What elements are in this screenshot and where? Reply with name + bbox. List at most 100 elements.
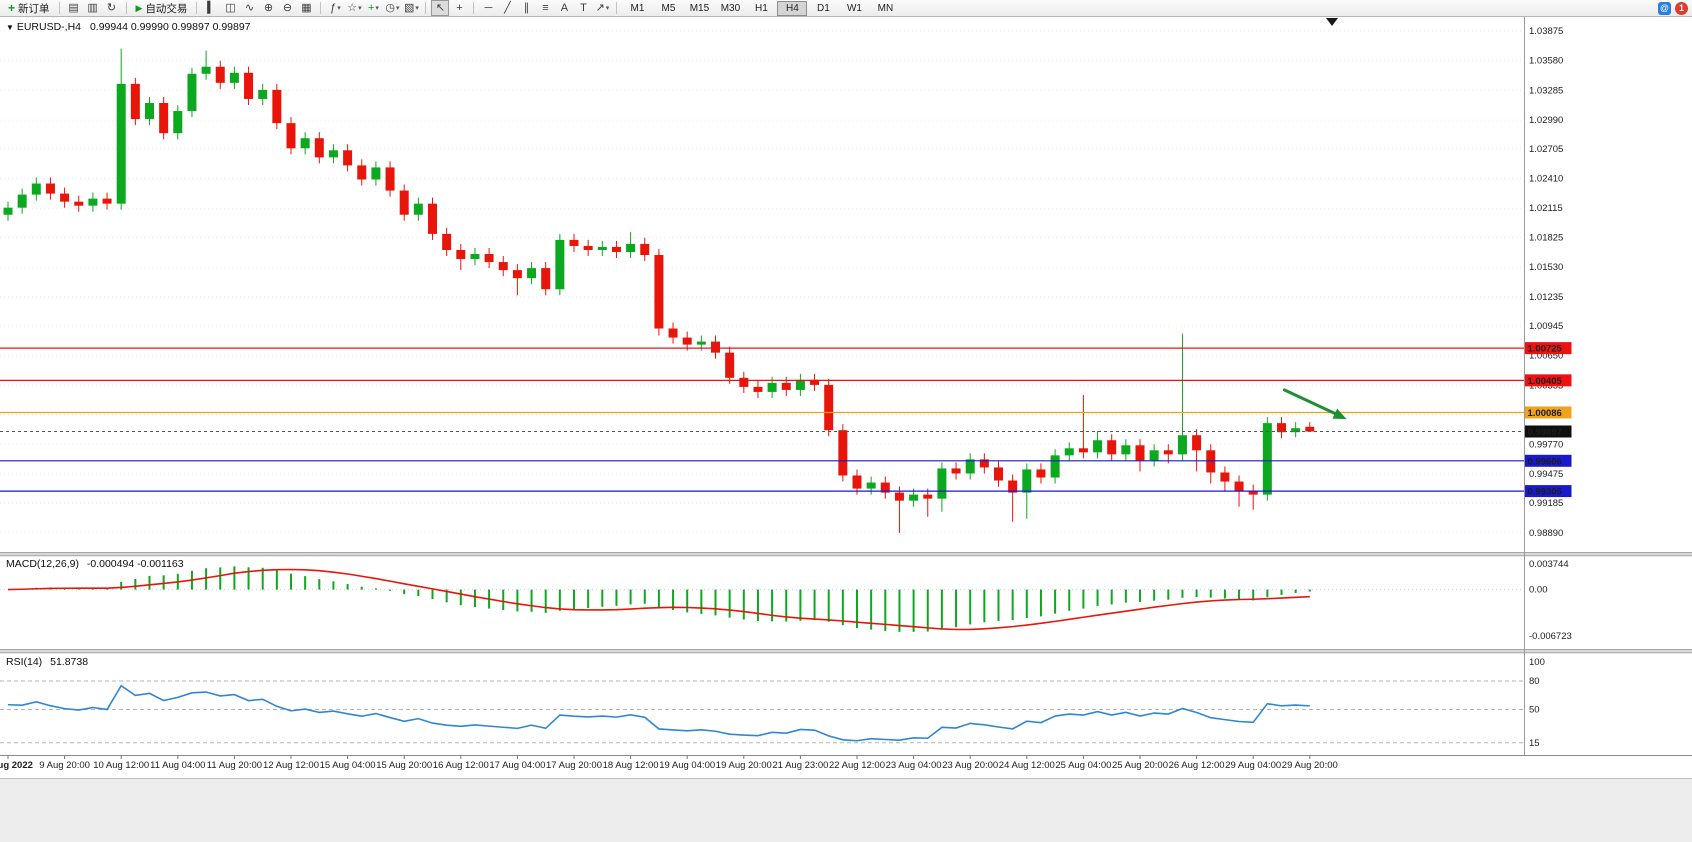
- profiles-icon[interactable]: ▥: [87, 1, 98, 14]
- add-indicator-icon[interactable]: + ▾: [367, 1, 379, 14]
- toolbar: + 新订单 ▤ ▥ ↻ ▶ 自动交易 ▍ ◫ ∿ ⊕ ⊖ ▦ ƒ ▾ ☆ ▾ + ▾ ◷ ▾ ▧ ▾ ↖ + ─ ╱…: [0, 0, 1692, 17]
- toolbar-separator: [320, 2, 322, 14]
- chevron-down-icon: ▾: [358, 4, 362, 12]
- svg-text:1.02410: 1.02410: [1529, 173, 1563, 184]
- macd-signal-line: [7, 568, 1310, 631]
- toolbar-separator: [616, 2, 618, 14]
- timeframe-button-mn[interactable]: MN: [877, 2, 894, 14]
- auto-trading-button[interactable]: ▶ 自动交易: [132, 1, 192, 15]
- svg-text:0.99770: 0.99770: [1529, 439, 1563, 450]
- svg-text:50: 50: [1529, 705, 1540, 716]
- svg-text:0.99185: 0.99185: [1529, 498, 1563, 509]
- svg-text:1.00650: 1.00650: [1529, 351, 1563, 362]
- text-icon[interactable]: A: [560, 1, 569, 14]
- chevron-down-icon: ▾: [375, 4, 379, 12]
- svg-text:19 Aug 04:00: 19 Aug 04:00: [659, 760, 715, 771]
- svg-text:0.99475: 0.99475: [1529, 469, 1563, 480]
- svg-text:0.98890: 0.98890: [1529, 528, 1563, 539]
- svg-text:1.02705: 1.02705: [1529, 144, 1563, 155]
- svg-text:15 Aug 04:00: 15 Aug 04:00: [320, 760, 376, 771]
- timeframe-button-m1[interactable]: M1: [630, 2, 645, 14]
- crosshair-icon[interactable]: +: [456, 1, 463, 14]
- svg-text:15 Aug 20:00: 15 Aug 20:00: [376, 760, 432, 771]
- scroll-to-end-marker[interactable]: [1326, 18, 1338, 26]
- svg-text:25 Aug 04:00: 25 Aug 04:00: [1055, 760, 1111, 771]
- toolbar-group-chart-display: ▍ ◫ ∿ ⊕ ⊖ ▦: [202, 0, 315, 16]
- chevron-down-icon: ▾: [337, 4, 341, 12]
- chart-title-ohlc: 0.99944 0.99990 0.99897 0.99897: [89, 21, 251, 33]
- timeframe-button-w1[interactable]: W1: [846, 2, 862, 14]
- cursor-icon[interactable]: ↖: [431, 0, 450, 16]
- refresh-icon[interactable]: ↻: [106, 1, 117, 14]
- svg-text:0.99606: 0.99606: [1528, 456, 1562, 467]
- toolbar-group-drawing-tools: ─ ╱ ∥ ≡ A T ↗ ▾: [479, 0, 611, 16]
- svg-text:1.03285: 1.03285: [1529, 85, 1563, 96]
- svg-text:1.01825: 1.01825: [1529, 232, 1563, 243]
- svg-text:1.02990: 1.02990: [1529, 115, 1563, 126]
- svg-text:21 Aug 23:00: 21 Aug 23:00: [772, 760, 828, 771]
- chevron-down-icon: ▾: [415, 4, 419, 12]
- svg-text:10 Aug 12:00: 10 Aug 12:00: [93, 760, 149, 771]
- chart-title-symbol: EURUSD-,H4: [16, 21, 82, 33]
- svg-text:23 Aug 04:00: 23 Aug 04:00: [886, 760, 942, 771]
- toolbar-separator: [473, 2, 475, 14]
- rsi-indicator-label: RSI(14) 51.8738: [6, 656, 88, 668]
- trendline-icon[interactable]: ╱: [504, 1, 511, 14]
- rsi-label-text: RSI(14): [6, 656, 43, 668]
- svg-text:0.00: 0.00: [1529, 585, 1548, 596]
- svg-text:0.99305: 0.99305: [1528, 487, 1563, 498]
- zoom-out-icon[interactable]: ⊖: [282, 1, 293, 14]
- svg-text:1.03580: 1.03580: [1529, 56, 1563, 67]
- text-label-icon[interactable]: T: [580, 1, 587, 14]
- periods-icon[interactable]: ◷ ▾: [385, 1, 400, 14]
- timeframe-button-m5[interactable]: M5: [661, 2, 676, 14]
- favorites-icon[interactable]: ☆ ▾: [347, 1, 362, 14]
- svg-text:1.02115: 1.02115: [1529, 203, 1563, 214]
- notification-badge[interactable]: 1: [1675, 1, 1688, 15]
- indicators-icon[interactable]: ƒ ▾: [330, 1, 341, 14]
- timeframe-switcher: M1 M5 M15 M30 H1 H4 D1 W1 MN: [622, 0, 900, 16]
- toolbar-group-indicators: ƒ ▾ ☆ ▾ + ▾ ◷ ▾ ▧ ▾: [326, 0, 420, 16]
- line-chart-icon[interactable]: ∿: [244, 1, 255, 14]
- bar-chart-icon[interactable]: ▍: [207, 1, 216, 14]
- svg-text:1.01530: 1.01530: [1529, 262, 1563, 273]
- arrows-icon[interactable]: ↗ ▾: [595, 1, 610, 14]
- svg-text:11 Aug 04:00: 11 Aug 04:00: [150, 760, 205, 771]
- toolbar-separator: [425, 2, 427, 14]
- horizontal-level-lines[interactable]: [0, 347, 1524, 492]
- equidistant-channel-icon[interactable]: ∥: [523, 1, 530, 14]
- community-chat-icon[interactable]: @: [1658, 1, 1671, 15]
- new-chart-icon[interactable]: ▤: [68, 1, 79, 14]
- rsi-value-text: 51.8738: [50, 656, 89, 668]
- macd-values-text: -0.000494 -0.001163: [86, 558, 184, 570]
- svg-text:100: 100: [1529, 657, 1545, 668]
- timeframe-button-h4[interactable]: H4: [777, 0, 808, 16]
- chevron-down-icon: ▾: [395, 4, 400, 12]
- svg-text:18 Aug 12:00: 18 Aug 12:00: [603, 760, 659, 771]
- arrow-annotation[interactable]: [1282, 388, 1349, 424]
- auto-trading-label: 自动交易: [145, 2, 188, 15]
- svg-text:16 Aug 12:00: 16 Aug 12:00: [433, 760, 489, 771]
- svg-text:17 Aug 04:00: 17 Aug 04:00: [489, 760, 545, 771]
- chart-menu-icon[interactable]: ▼: [6, 23, 14, 32]
- tile-windows-icon[interactable]: ▦: [301, 1, 312, 14]
- horizontal-line-icon[interactable]: ─: [484, 1, 493, 14]
- timeframe-button-h1[interactable]: H1: [755, 2, 768, 14]
- svg-text:0.003744: 0.003744: [1529, 559, 1569, 570]
- rsi-line: [7, 684, 1310, 742]
- svg-text:9 Aug 2022: 9 Aug 2022: [0, 760, 33, 771]
- svg-text:22 Aug 12:00: 22 Aug 12:00: [829, 760, 885, 771]
- candlestick-chart-icon[interactable]: ◫: [225, 1, 236, 14]
- toolbar-separator: [125, 2, 127, 14]
- zoom-in-icon[interactable]: ⊕: [263, 1, 274, 14]
- candlestick-series: [3, 48, 1315, 533]
- new-order-button[interactable]: + 新订单: [4, 1, 54, 15]
- timeframe-button-m15[interactable]: M15: [689, 2, 710, 14]
- svg-text:12 Aug 12:00: 12 Aug 12:00: [263, 760, 319, 771]
- templates-icon[interactable]: ▧ ▾: [403, 1, 419, 14]
- timeframe-button-m30[interactable]: M30: [720, 2, 741, 14]
- timeframe-button-d1[interactable]: D1: [817, 2, 830, 14]
- fibonacci-icon[interactable]: ≡: [542, 1, 549, 14]
